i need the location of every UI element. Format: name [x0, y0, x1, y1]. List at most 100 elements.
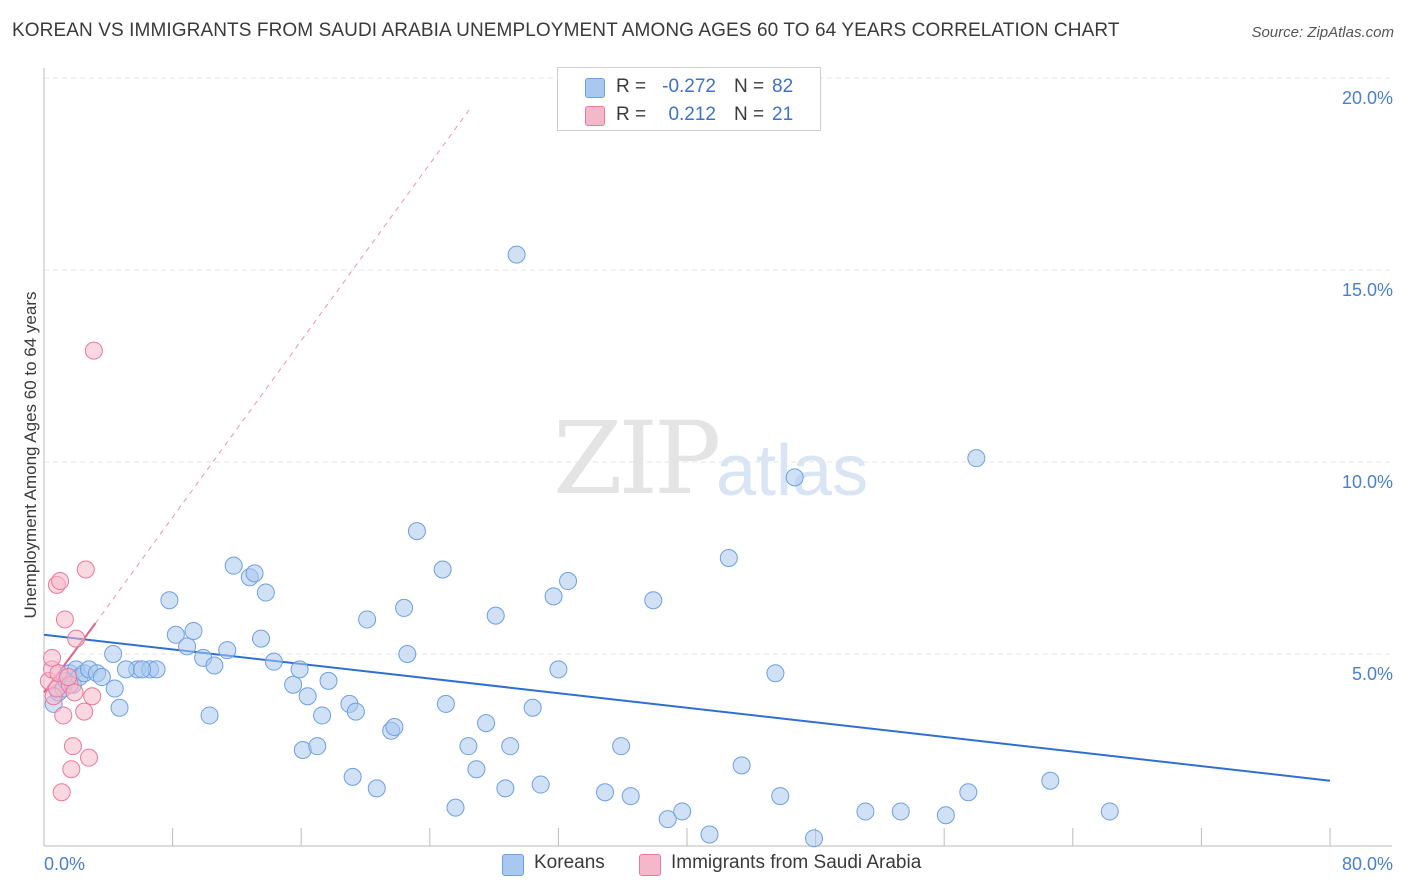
y-tick-label: 20.0% — [1342, 88, 1393, 108]
korean-point — [104, 645, 123, 663]
y-tick-label: 5.0% — [1352, 664, 1393, 684]
korean-point — [621, 787, 640, 806]
korean-point — [766, 664, 785, 683]
correlation-legend: R = -0.272 N = 82 R = 0.212 N = 21 — [557, 67, 821, 131]
saudi-point — [75, 702, 94, 721]
korean-point — [507, 245, 526, 264]
korean-point — [446, 798, 465, 817]
korean-point — [166, 625, 185, 644]
saudi-label: Immigrants from Saudi Arabia — [671, 852, 922, 873]
korean-point — [1041, 771, 1060, 790]
series-legend: Koreans Immigrants from Saudi Arabia — [0, 851, 1406, 879]
korean-point — [612, 737, 631, 756]
korean-point — [433, 560, 452, 579]
saudi-point — [80, 748, 99, 767]
legend-n-label: N = — [734, 104, 765, 125]
saudi-point — [52, 783, 71, 802]
korean-point — [218, 641, 237, 660]
saudi-point — [76, 560, 95, 579]
x-tick-label-max: 80.0% — [1342, 854, 1393, 874]
korean-point — [367, 779, 386, 798]
saudi-point — [43, 648, 62, 667]
korean-point — [856, 802, 875, 821]
y-tick-label: 10.0% — [1342, 472, 1393, 492]
korean-point — [200, 706, 219, 725]
korean-point — [436, 694, 455, 713]
korean-point — [105, 679, 124, 698]
legend-n-label: N = — [734, 76, 765, 97]
korean-point — [644, 591, 663, 610]
korean-point — [245, 564, 264, 583]
korean-point — [398, 645, 417, 663]
korean-point — [936, 806, 955, 825]
korean-point — [596, 783, 615, 802]
korean-point — [467, 760, 486, 779]
gridlines — [44, 77, 1392, 655]
korean-point — [544, 587, 563, 606]
korean-point — [358, 610, 377, 629]
korean-point — [284, 675, 303, 694]
korean-point — [959, 783, 978, 802]
saudi-swatch — [639, 854, 661, 876]
korean-point — [785, 468, 804, 487]
y-axis-title: Unemployment Among Ages 60 to 64 years — [21, 292, 40, 619]
legend-n-value: 21 — [772, 104, 794, 125]
korean-point — [116, 660, 135, 679]
legend-row-koreans: R = -0.272 N = 82 — [558, 74, 820, 102]
legend-r-value: -0.272 — [662, 76, 716, 97]
saudi-point — [83, 687, 102, 706]
korean-point — [486, 606, 505, 625]
korean-point — [496, 779, 515, 798]
saudi-point — [54, 706, 73, 725]
saudi-point — [62, 760, 81, 779]
saudi-point — [55, 610, 74, 629]
saudi-point — [63, 737, 82, 756]
korean-point — [160, 591, 179, 610]
legend-r-value: 0.212 — [668, 104, 716, 125]
korean-point — [308, 737, 327, 756]
korean-point — [1100, 802, 1119, 821]
korean-point — [891, 802, 910, 821]
korean-point — [178, 637, 197, 656]
saudi-point — [51, 572, 70, 591]
data-points — [39, 245, 1119, 848]
korean-point — [290, 660, 309, 679]
korean-point — [343, 767, 362, 786]
korean-point — [92, 668, 111, 687]
korean-point — [184, 621, 203, 640]
y-tick-label: 15.0% — [1342, 280, 1393, 300]
saudi-point — [84, 341, 103, 360]
saudi-point — [59, 668, 78, 687]
legend-swatch-koreans — [585, 78, 605, 98]
x-tick-label-min: 0.0% — [44, 854, 85, 874]
korean-point — [501, 737, 520, 756]
legend-row-saudi: R = 0.212 N = 21 — [558, 102, 820, 130]
korean-point — [252, 629, 271, 648]
korean-point — [658, 810, 677, 829]
korean-point — [110, 698, 129, 717]
saudi-point — [67, 629, 86, 648]
korean-point — [319, 671, 338, 690]
axes — [43, 68, 1392, 847]
korean-point — [133, 660, 152, 679]
korean-point — [313, 706, 332, 725]
korean-point — [673, 802, 692, 821]
korean-point — [407, 522, 426, 541]
legend-n-value: 82 — [772, 76, 794, 97]
korean-point — [477, 714, 496, 733]
korean-point — [395, 598, 414, 617]
watermark-zip: ZIP — [553, 400, 721, 517]
koreans-label: Koreans — [534, 852, 605, 873]
legend-r-label: R = — [616, 76, 647, 97]
korean-point — [459, 737, 478, 756]
chart-title: KOREAN VS IMMIGRANTS FROM SAUDI ARABIA U… — [12, 20, 1120, 41]
tick-labels: 5.0% 10.0% 15.0% 20.0% 0.0% 80.0% — [44, 88, 1393, 874]
korean-point — [559, 572, 578, 591]
korean-point — [224, 556, 243, 575]
korean-point — [771, 787, 790, 806]
korean-point — [732, 756, 751, 775]
korean-point — [256, 583, 275, 602]
korean-point — [700, 825, 719, 844]
korean-point — [298, 687, 317, 706]
